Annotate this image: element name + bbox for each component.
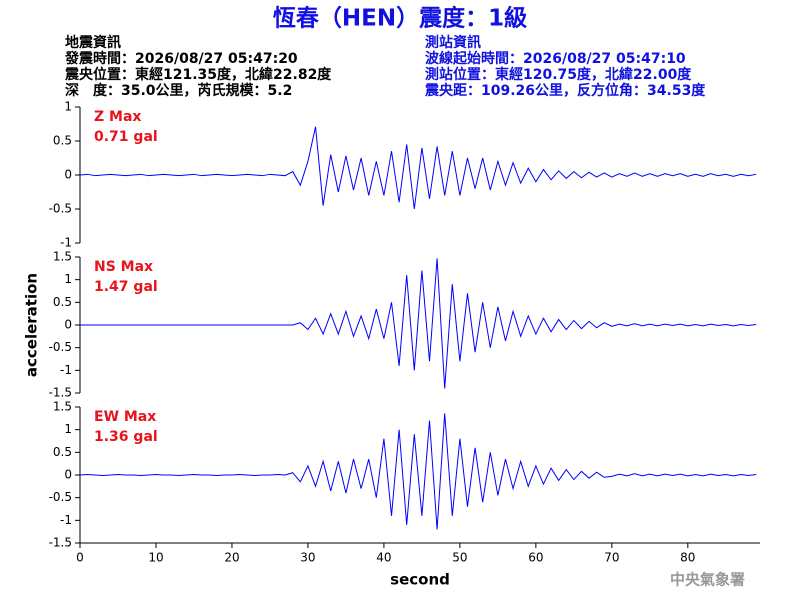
y-tick-label: -1: [60, 363, 72, 377]
y-tick-label: -1: [60, 236, 72, 250]
x-tick-label: 50: [452, 551, 467, 565]
y-tick-label: 1: [64, 272, 72, 286]
y-tick-label: 0.5: [53, 134, 72, 148]
info-left: 深 度：35.0公里，芮氏規模：5.2: [65, 82, 292, 99]
y-tick-label: 0.5: [53, 295, 72, 309]
y-tick-label: -1.5: [49, 386, 72, 400]
title: 恆春（HEN）震度：1級: [273, 5, 527, 32]
x-axis-label: second: [390, 571, 450, 589]
y-tick-label: -0.5: [49, 340, 72, 354]
annotation: EW Max: [94, 409, 156, 425]
watermark: 中央氣象署: [670, 571, 745, 589]
y-tick-label: 0: [64, 468, 72, 482]
y-tick-label: 0.5: [53, 445, 72, 459]
info-right: 波線起始時間：2026/08/27 05:47:10: [425, 50, 686, 67]
x-tick-label: 80: [680, 551, 695, 565]
y-tick-label: -1.5: [49, 536, 72, 550]
annotation: NS Max: [94, 259, 153, 275]
info-right: 測站資訊: [425, 34, 481, 51]
y-tick-label: -1: [60, 513, 72, 527]
y-tick-label: 1.5: [53, 250, 72, 264]
y-tick-label: 1: [64, 100, 72, 114]
waveform: [80, 258, 757, 389]
annotation: 0.71 gal: [94, 129, 158, 145]
y-tick-label: -0.5: [49, 490, 72, 504]
waveform: [79, 126, 757, 210]
x-tick-label: 60: [528, 551, 543, 565]
waveform: [79, 413, 757, 530]
x-tick-label: 10: [148, 551, 163, 565]
info-right: 測站位置：東經120.75度，北緯22.00度: [425, 66, 692, 83]
info-left: 震央位置：東經121.35度，北緯22.82度: [64, 66, 332, 83]
info-left: 發震時間：2026/08/27 05:47:20: [64, 50, 298, 67]
x-tick-label: 20: [224, 551, 239, 565]
x-tick-label: 70: [604, 551, 619, 565]
y-tick-label: 0: [64, 168, 72, 182]
y-tick-label: 1.5: [53, 400, 72, 414]
x-tick-label: 40: [376, 551, 391, 565]
info-right: 震央距：109.26公里，反方位角：34.53度: [424, 82, 706, 99]
annotation: 1.47 gal: [94, 279, 158, 295]
annotation: Z Max: [94, 109, 141, 125]
x-tick-label: 30: [300, 551, 315, 565]
y-tick-label: 1: [64, 422, 72, 436]
info-left: 地震資訊: [65, 34, 121, 51]
y-tick-label: 0: [64, 318, 72, 332]
x-tick-label: 0: [76, 551, 84, 565]
annotation: 1.36 gal: [94, 429, 158, 445]
y-tick-label: -0.5: [49, 202, 72, 216]
y-axis-label: acceleration: [23, 273, 41, 377]
